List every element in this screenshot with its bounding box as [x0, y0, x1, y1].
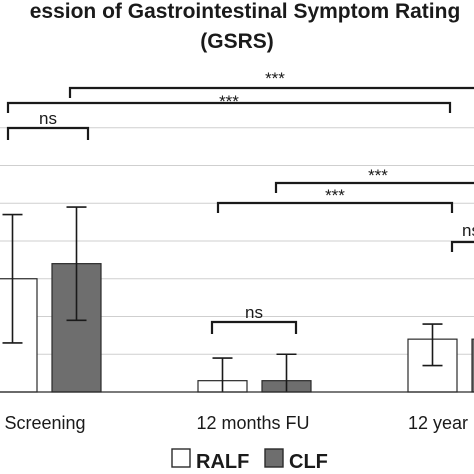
legend-swatch-clf — [264, 448, 284, 468]
significance-label: ns — [462, 221, 474, 240]
significance-bracket — [216, 201, 454, 213]
x-tick-label: Screening — [4, 413, 85, 433]
chart-title: ession of Gastrointestinal Symptom Ratin… — [30, 0, 461, 23]
significance-bracket — [68, 86, 474, 98]
significance-label: *** — [325, 186, 345, 205]
significance-bracket — [210, 320, 298, 334]
x-tick-label: 12 year — [408, 413, 468, 433]
legend-swatch-ralf — [171, 448, 191, 468]
significance-bracket — [450, 240, 474, 252]
bar-ralf — [0, 278, 38, 393]
significance-bracket — [274, 181, 474, 193]
x-tick-label: 12 months FU — [196, 413, 309, 433]
bar-clf — [471, 338, 474, 393]
legend-label: RALF — [196, 451, 249, 473]
significance-label: *** — [265, 69, 285, 88]
significance-label: ns — [245, 303, 263, 322]
significance-label: *** — [368, 166, 388, 185]
significance-bracket — [6, 126, 90, 140]
significance-bracket — [6, 101, 452, 113]
significance-label: ns — [39, 109, 57, 128]
bar-clf — [51, 263, 102, 393]
legend-label: CLF — [289, 451, 328, 473]
significance-label: *** — [219, 92, 239, 111]
chart-title-line-2: (GSRS) — [200, 30, 274, 53]
